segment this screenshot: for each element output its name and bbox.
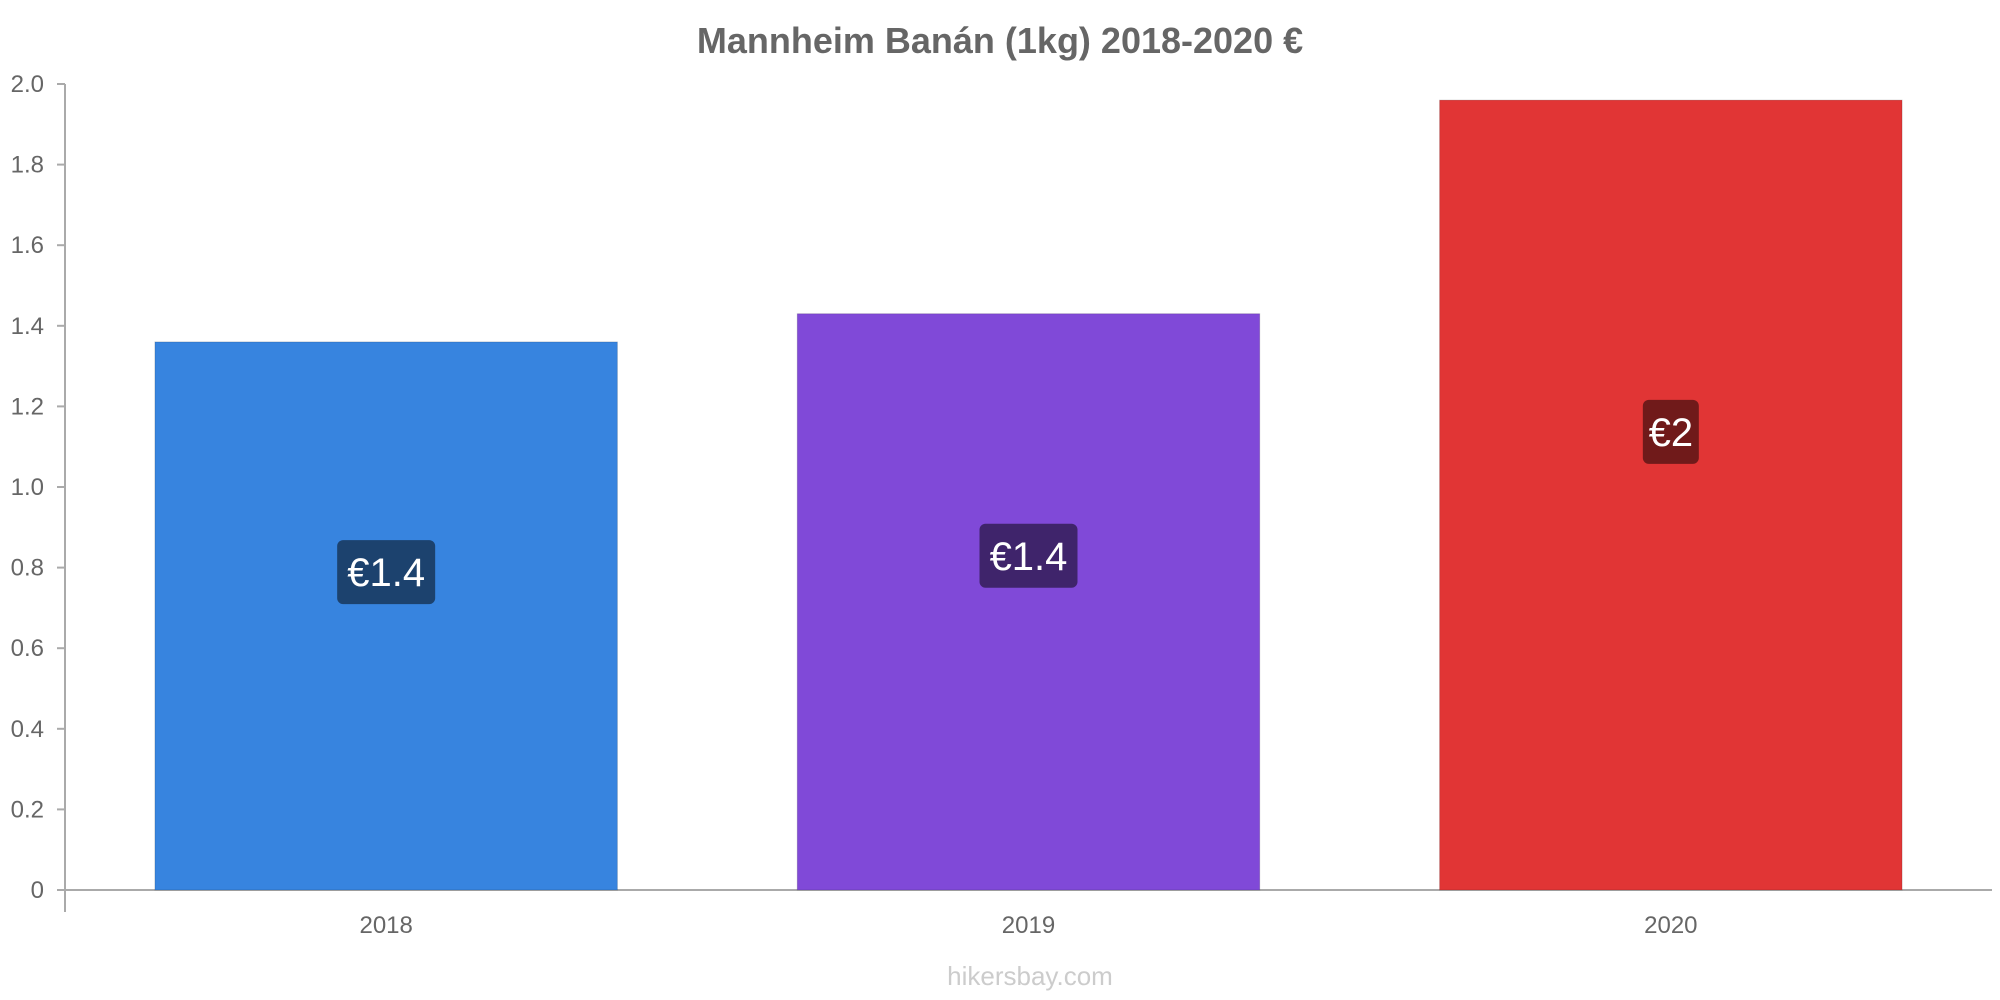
- y-tick-label: 1.6: [11, 232, 44, 259]
- y-tick-label: 1.4: [11, 313, 44, 340]
- x-tick-label: 2019: [1002, 912, 1055, 939]
- y-tick-label: 1.0: [11, 474, 44, 501]
- bar-2019: [796, 313, 1261, 891]
- bar-2020: [1439, 99, 1903, 891]
- x-tick-label: 2018: [359, 912, 412, 939]
- y-tick-label: 0.8: [11, 555, 44, 582]
- y-tick-label: 1.2: [11, 393, 44, 420]
- y-tick-label: 0.6: [11, 635, 44, 662]
- data-label-box: [1642, 399, 1699, 464]
- data-label-box: [337, 540, 436, 605]
- bars-group: [154, 99, 1903, 891]
- data-label-box: [979, 523, 1078, 588]
- y-tick-label: 1.8: [11, 152, 44, 179]
- y-tick-label: 2.0: [11, 71, 44, 98]
- data-label: €1.4: [347, 551, 425, 595]
- bar-2018: [154, 341, 618, 891]
- watermark: hikersbay.com: [947, 961, 1113, 991]
- x-tick-label: 2020: [1644, 912, 1697, 939]
- data-label: €2: [1649, 411, 1694, 455]
- data-label: €1.4: [990, 535, 1068, 579]
- chart-title: Mannheim Banán (1kg) 2018-2020 €: [697, 20, 1303, 61]
- y-tick-label: 0.4: [11, 716, 44, 743]
- y-tick-label: 0: [31, 877, 44, 904]
- y-tick-label: 0.2: [11, 796, 44, 823]
- data-labels-group: €1.4 €1.4 €2: [337, 399, 1699, 605]
